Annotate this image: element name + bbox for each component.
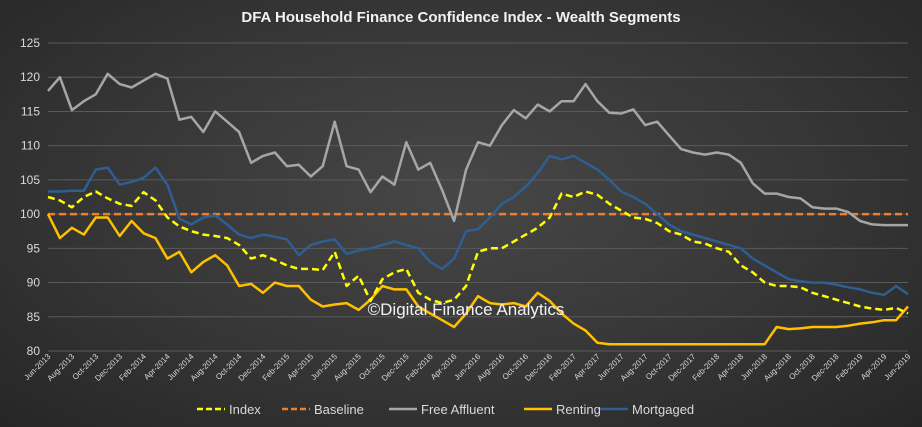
y-tick-label: 125 — [20, 36, 40, 50]
legend-label-baseline: Baseline — [314, 402, 364, 417]
legend-label-index: Index — [229, 402, 261, 417]
y-tick-label: 95 — [27, 241, 41, 255]
y-tick-label: 85 — [27, 310, 41, 324]
x-axis-ticks: Jun-2013Aug-2013Oct-2013Dec-2013Feb-2014… — [22, 352, 912, 383]
y-tick-label: 100 — [20, 207, 40, 221]
legend-label-free-affluent: Free Affluent — [421, 402, 495, 417]
y-tick-label: 80 — [27, 344, 41, 358]
series-line-mortgaged — [48, 154, 909, 297]
y-tick-label: 105 — [20, 173, 40, 187]
y-tick-label: 110 — [21, 139, 40, 153]
x-tick-label: Jun-2019 — [882, 352, 912, 382]
legend-label-mortgaged: Mortgaged — [632, 402, 694, 417]
y-tick-label: 90 — [27, 276, 41, 290]
series-lines — [46, 72, 909, 346]
legend-label-renting: Renting — [556, 402, 601, 417]
series-line-free-affluent — [47, 72, 908, 227]
series-line-renting — [46, 213, 909, 346]
y-tick-label: 120 — [20, 70, 40, 84]
legend: Index Baseline Free Affluent Renting Mortgag… — [197, 402, 694, 417]
y-tick-label: 115 — [21, 104, 40, 118]
watermark-text: ©Digital Finance Analytics — [368, 300, 565, 319]
y-axis-ticks: 80 85 90 95 100 105 110 115 120 125 — [20, 36, 40, 358]
series-line-index — [47, 190, 909, 315]
chart-title: DFA Household Finance Confidence Index -… — [241, 9, 680, 26]
